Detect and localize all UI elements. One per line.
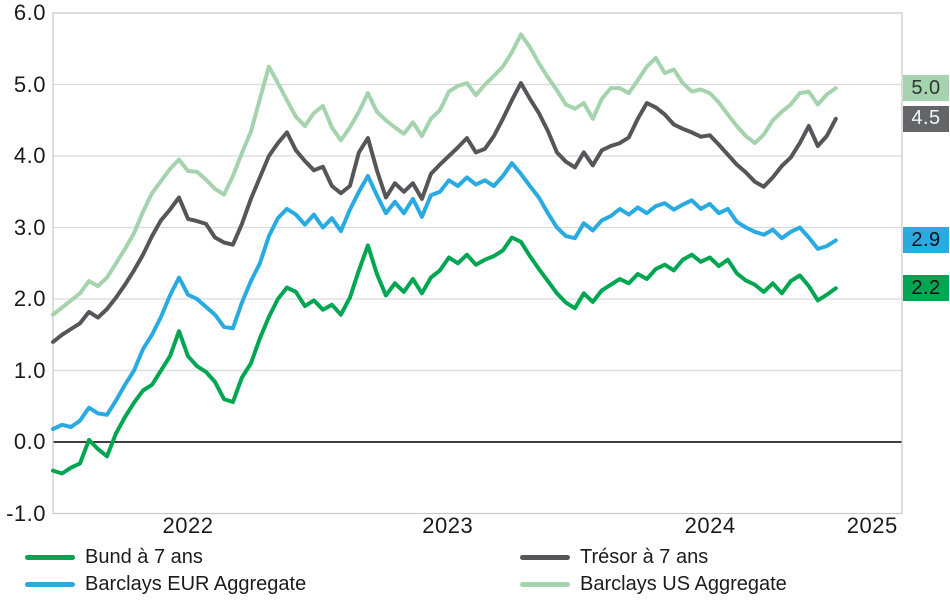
series-line-eur-agg bbox=[51, 161, 838, 432]
series-line-tresor bbox=[51, 81, 838, 344]
legend-label-bund: Bund à 7 ans bbox=[85, 545, 203, 568]
y-axis-tick-label: 3.0 bbox=[13, 214, 46, 240]
series-line-us-agg bbox=[51, 32, 838, 317]
y-axis-tick-label: 2.0 bbox=[13, 286, 46, 311]
legend-label-eur-agg: Barclays EUR Aggregate bbox=[85, 572, 307, 595]
end-value-badge-tresor: 4.5 bbox=[903, 105, 949, 132]
end-value-badge-eur-agg: 2.9 bbox=[903, 227, 949, 254]
series-line-bund bbox=[51, 235, 838, 476]
legend-label-us-agg: Barclays US Aggregate bbox=[580, 572, 787, 595]
legend-swatch-us-agg bbox=[520, 581, 570, 587]
legend-label-tresor: Trésor à 7 ans bbox=[580, 545, 709, 568]
legend-swatch-eur-agg bbox=[25, 581, 75, 587]
end-value-badge-us-agg: 5.0 bbox=[903, 75, 949, 102]
legend-item-eur-agg: Barclays EUR Aggregate bbox=[25, 571, 306, 597]
plot-border bbox=[52, 12, 903, 515]
end-value-badge-bund: 2.2 bbox=[903, 275, 949, 302]
legend-item-bund: Bund à 7 ans bbox=[25, 544, 203, 570]
legend-item-us-agg: Barclays US Aggregate bbox=[520, 571, 787, 597]
y-axis-tick-label: 6.0 bbox=[13, 0, 46, 25]
legend-item-tresor: Trésor à 7 ans bbox=[520, 544, 708, 570]
x-axis-tick-label-2022: 2022 bbox=[162, 513, 214, 538]
y-axis-tick-label: 4.0 bbox=[13, 143, 46, 168]
x-axis-tick-label-2025: 2025 bbox=[846, 513, 898, 538]
y-axis-tick-label: 0.0 bbox=[13, 429, 46, 454]
y-axis-tick-label: 1.0 bbox=[13, 357, 46, 383]
x-axis-tick-label-2023: 2023 bbox=[422, 513, 474, 538]
x-axis-tick-label-2024: 2024 bbox=[684, 513, 736, 538]
legend-swatch-tresor bbox=[520, 554, 570, 560]
y-axis-tick-label: 5.0 bbox=[13, 71, 46, 97]
y-axis-tick-label: -1.0 bbox=[6, 500, 46, 526]
legend: Bund à 7 ans Trésor à 7 ans Barclays EUR… bbox=[0, 544, 950, 600]
legend-swatch-bund bbox=[25, 554, 75, 560]
